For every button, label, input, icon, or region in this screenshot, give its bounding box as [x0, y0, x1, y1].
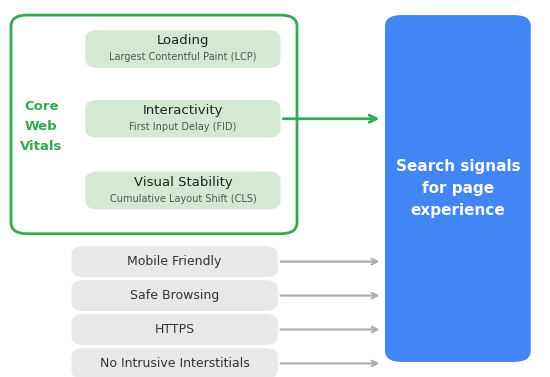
Text: Largest Contentful Paint (LCP): Largest Contentful Paint (LCP)	[109, 52, 257, 62]
FancyBboxPatch shape	[85, 172, 280, 209]
FancyBboxPatch shape	[85, 30, 280, 68]
FancyBboxPatch shape	[385, 15, 531, 362]
Text: Cumulative Layout Shift (CLS): Cumulative Layout Shift (CLS)	[109, 194, 256, 204]
Text: Mobile Friendly: Mobile Friendly	[128, 255, 222, 268]
FancyBboxPatch shape	[85, 100, 280, 138]
Text: HTTPS: HTTPS	[155, 323, 195, 336]
Text: Visual Stability: Visual Stability	[134, 176, 232, 188]
Text: Core
Web
Vitals: Core Web Vitals	[20, 100, 63, 153]
Text: Interactivity: Interactivity	[142, 104, 223, 117]
FancyBboxPatch shape	[72, 314, 278, 345]
Text: First Input Delay (FID): First Input Delay (FID)	[129, 122, 236, 132]
FancyBboxPatch shape	[72, 280, 278, 311]
FancyBboxPatch shape	[11, 15, 297, 234]
FancyBboxPatch shape	[72, 246, 278, 277]
Text: Safe Browsing: Safe Browsing	[130, 289, 219, 302]
FancyBboxPatch shape	[72, 348, 278, 377]
Text: Search signals
for page
experience: Search signals for page experience	[395, 159, 520, 218]
Text: Loading: Loading	[157, 34, 209, 47]
Text: No Intrusive Interstitials: No Intrusive Interstitials	[100, 357, 250, 370]
